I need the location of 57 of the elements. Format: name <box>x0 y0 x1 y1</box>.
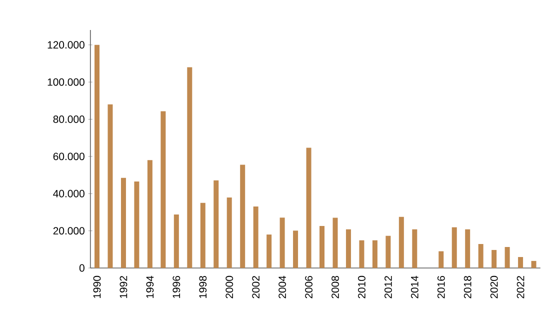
x-tick-label: 2008 <box>332 276 339 298</box>
bar <box>372 240 378 268</box>
bar <box>452 227 457 268</box>
bar <box>398 216 404 268</box>
bar <box>518 257 524 268</box>
x-tick-label: 2010 <box>358 276 366 298</box>
bar <box>346 229 351 268</box>
x-tick-label: 2018 <box>464 276 472 298</box>
bar <box>280 218 285 268</box>
bar <box>187 67 192 268</box>
y-tick-label: 0 <box>79 264 84 272</box>
y-tick-label: 120.000 <box>48 41 84 49</box>
x-tick-label: 2022 <box>516 276 524 298</box>
x-tick-label: 1990 <box>93 276 101 298</box>
bar <box>253 206 258 268</box>
bar <box>147 160 152 268</box>
bar <box>293 230 298 268</box>
y-tick-label: 100.000 <box>48 78 84 86</box>
x-tick-label: 2000 <box>226 276 234 298</box>
bar <box>226 198 232 268</box>
bar <box>531 260 536 268</box>
x-tick-label: 2014 <box>410 276 418 298</box>
y-tick-label: 20.000 <box>53 227 84 235</box>
bar <box>504 246 510 268</box>
bar <box>332 218 338 268</box>
x-tick-label: 2016 <box>437 276 445 298</box>
bar <box>266 234 272 268</box>
x-tick-label: 1992 <box>120 276 128 298</box>
bar <box>478 244 484 268</box>
x-tick-label: 1994 <box>146 276 154 298</box>
y-tick-label: 80.000 <box>53 116 84 123</box>
bar <box>174 214 179 268</box>
y-tick-label: 60.000 <box>53 152 84 160</box>
bar <box>386 236 391 268</box>
bar <box>94 44 100 268</box>
bar <box>240 164 246 268</box>
y-tick-label: 40.000 <box>53 190 84 198</box>
x-tick-label: 2020 <box>490 276 498 298</box>
bar <box>200 202 206 268</box>
bar <box>160 111 166 268</box>
bar <box>412 229 418 268</box>
bar <box>465 229 470 268</box>
bar <box>492 250 497 268</box>
x-tick-label: 2012 <box>384 276 392 298</box>
bar <box>120 178 126 268</box>
bar <box>438 251 444 268</box>
x-tick-label: 1996 <box>172 276 180 298</box>
x-tick-label: 2004 <box>278 276 286 298</box>
x-tick-label: 1998 <box>199 276 207 298</box>
x-tick-label: 2006 <box>305 276 312 298</box>
bar <box>134 182 140 268</box>
bar <box>320 226 325 268</box>
bar <box>214 180 219 268</box>
x-tick-label: 2002 <box>252 276 260 298</box>
bar <box>108 104 113 268</box>
bar <box>306 148 312 268</box>
bar <box>359 240 364 268</box>
